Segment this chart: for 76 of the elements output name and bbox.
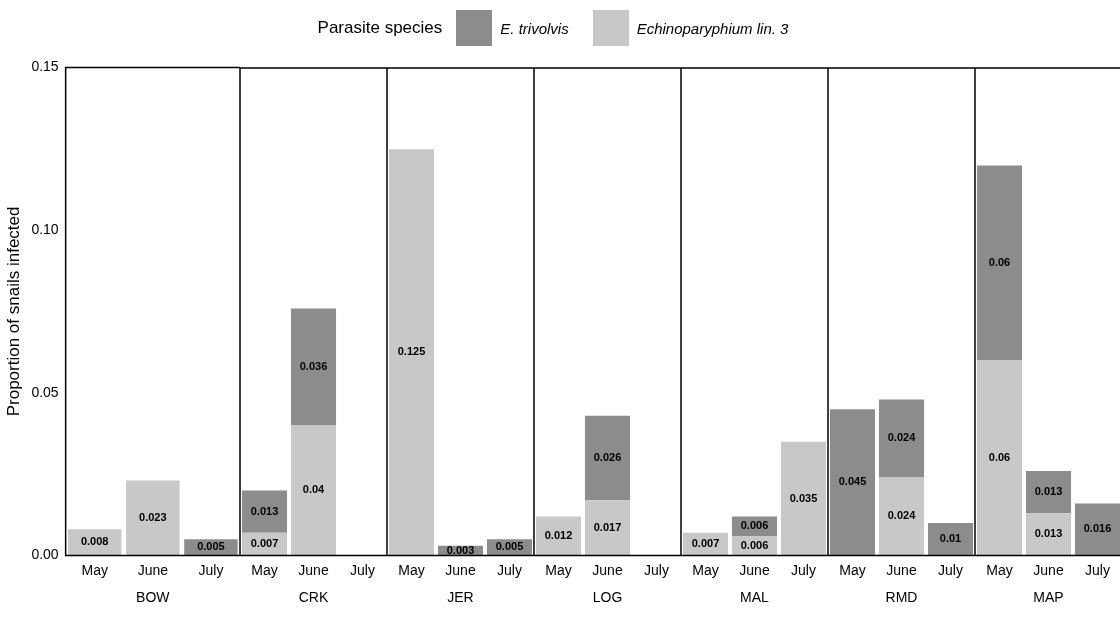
bar xyxy=(241,490,288,533)
x-tick-label: July xyxy=(497,561,522,578)
bar xyxy=(927,522,974,556)
bar xyxy=(878,399,925,478)
data-label: 0.007 xyxy=(691,537,720,550)
bar xyxy=(1025,513,1072,556)
y-axis-title: Proportion of snails infected xyxy=(3,206,23,417)
data-label: 0.012 xyxy=(544,528,573,541)
x-tick-label: July xyxy=(791,561,816,578)
data-label: 0.005 xyxy=(495,540,524,553)
x-axis-title: MAP xyxy=(1033,589,1064,606)
data-label: 0.017 xyxy=(593,520,622,533)
data-label: 0.006 xyxy=(740,519,769,532)
bar xyxy=(290,425,337,556)
x-axis-title: MAL xyxy=(740,589,770,606)
x-tick-label: July xyxy=(938,561,963,578)
x-tick-label: July xyxy=(198,561,224,578)
legend-label: E. trivolvis xyxy=(500,19,569,37)
x-tick-label: May xyxy=(545,561,572,578)
x-tick-label: May xyxy=(986,561,1013,578)
x-axis-title: BOW xyxy=(136,589,171,606)
bar xyxy=(1025,470,1072,514)
bar xyxy=(976,165,1023,361)
bar xyxy=(780,441,827,556)
x-tick-label: June xyxy=(1033,561,1064,578)
x-tick-label: June xyxy=(592,561,623,578)
data-label: 0.013 xyxy=(1034,527,1063,540)
data-label: 0.024 xyxy=(887,509,917,522)
bar xyxy=(290,308,337,426)
x-tick-label: June xyxy=(739,561,770,578)
x-tick-label: July xyxy=(350,561,375,578)
data-label: 0.013 xyxy=(250,504,279,517)
data-label: 0.01 xyxy=(939,532,962,545)
data-label: 0.06 xyxy=(988,450,1011,463)
data-label: 0.016 xyxy=(1083,522,1112,535)
data-label: 0.125 xyxy=(397,345,426,358)
data-label: 0.035 xyxy=(789,491,818,504)
x-axis-title: RMD xyxy=(885,589,918,606)
x-tick-label: May xyxy=(81,561,108,578)
data-label: 0.013 xyxy=(1034,485,1063,498)
data-label: 0.04 xyxy=(302,483,326,496)
legend-label: Echinoparyphium lin. 3 xyxy=(636,19,789,37)
y-tick-label: 0.05 xyxy=(31,383,59,400)
x-tick-label: July xyxy=(644,561,669,578)
data-label: 0.026 xyxy=(593,450,622,463)
x-tick-label: July xyxy=(1085,561,1110,578)
data-label: 0.006 xyxy=(740,538,769,551)
x-axis-title: JER xyxy=(447,589,474,606)
data-label: 0.008 xyxy=(80,535,109,548)
data-label: 0.023 xyxy=(139,511,167,524)
bar xyxy=(878,477,925,556)
data-label: 0.024 xyxy=(887,431,917,444)
x-axis-title: CRK xyxy=(298,589,329,606)
bar xyxy=(1074,503,1120,556)
bar xyxy=(126,480,180,556)
x-tick-label: May xyxy=(692,561,719,578)
bar xyxy=(976,360,1023,556)
data-label: 0.007 xyxy=(250,537,279,550)
data-label: 0.003 xyxy=(446,543,475,556)
y-tick-label: 0.15 xyxy=(31,58,59,75)
x-tick-label: June xyxy=(445,561,476,578)
x-tick-label: June xyxy=(137,561,169,578)
x-tick-label: May xyxy=(398,561,425,578)
x-tick-label: June xyxy=(886,561,917,578)
bar xyxy=(829,409,876,556)
x-tick-label: May xyxy=(839,561,866,578)
data-label: 0.06 xyxy=(988,255,1011,268)
legend-title: Parasite species xyxy=(317,18,443,38)
data-label: 0.045 xyxy=(838,475,867,488)
x-tick-label: May xyxy=(251,561,278,578)
y-tick-label: 0.10 xyxy=(31,220,59,237)
x-tick-label: June xyxy=(298,561,329,578)
data-label: 0.036 xyxy=(299,359,328,372)
x-axis-title: LOG xyxy=(592,589,623,606)
data-label: 0.005 xyxy=(197,540,225,553)
y-tick-label: 0.00 xyxy=(31,546,59,563)
